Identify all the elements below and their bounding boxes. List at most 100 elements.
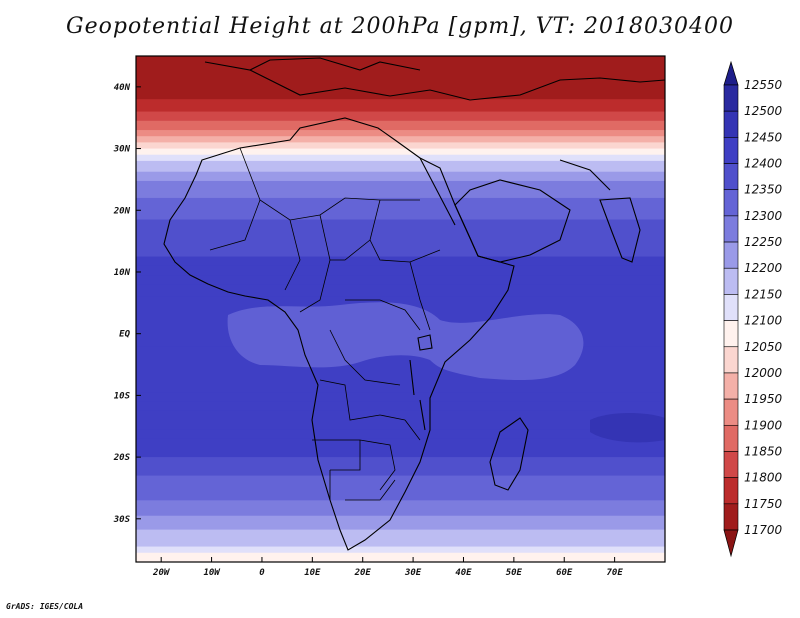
height-band bbox=[136, 447, 665, 458]
height-band bbox=[136, 506, 665, 512]
lon-tick-label: 10E bbox=[304, 568, 321, 578]
height-band bbox=[136, 247, 665, 258]
longitude-ticks: 20W 10W 0 10E 20E 30E 40E 50E 60E 70E bbox=[152, 557, 623, 578]
height-band bbox=[136, 176, 665, 182]
lon-tick-label: 60E bbox=[556, 568, 573, 578]
height-band bbox=[136, 557, 665, 560]
height-band bbox=[136, 538, 665, 545]
height-band bbox=[136, 191, 665, 199]
height-band bbox=[136, 99, 665, 106]
height-band bbox=[136, 105, 665, 113]
height-band bbox=[136, 63, 665, 73]
lake-tanganyika bbox=[409, 359, 415, 396]
lon-tick-label: 70E bbox=[606, 568, 623, 578]
height-band bbox=[136, 481, 665, 489]
colorbar-segment bbox=[723, 294, 739, 321]
colorbar-label: 11700 bbox=[744, 523, 783, 537]
height-band bbox=[136, 410, 665, 421]
height-band bbox=[136, 420, 665, 430]
height-band bbox=[136, 370, 665, 384]
colorbar-segment bbox=[723, 110, 739, 138]
lon-tick-label: 20E bbox=[354, 568, 372, 578]
height-band bbox=[136, 534, 665, 540]
height-band bbox=[136, 71, 665, 80]
height-band bbox=[136, 111, 665, 117]
colorbar-label: 12450 bbox=[744, 130, 783, 144]
africa-elevated-region bbox=[227, 302, 584, 381]
height-band bbox=[136, 265, 665, 276]
colorbar-label: 12150 bbox=[744, 287, 783, 301]
colorbar-segment bbox=[723, 215, 739, 243]
chart-title: Geopotential Height at 200hPa [gpm], VT:… bbox=[66, 14, 734, 39]
height-band bbox=[136, 136, 665, 140]
height-band bbox=[136, 130, 665, 134]
height-band bbox=[136, 116, 665, 122]
colorbar-label: 12000 bbox=[744, 366, 783, 380]
colorbar-segment bbox=[723, 398, 739, 426]
height-band bbox=[136, 228, 665, 239]
colorbar-label: 12050 bbox=[744, 340, 783, 354]
lon-tick-label: 20W bbox=[152, 568, 171, 578]
lon-tick-label: 30E bbox=[404, 568, 422, 578]
height-band bbox=[136, 392, 665, 403]
colorbar-label: 12550 bbox=[744, 78, 783, 92]
height-band bbox=[136, 543, 665, 548]
lat-tick-label: 30N bbox=[113, 145, 131, 155]
colorbar: 12550 12500 12450 12400 12350 12300 12250 12200… bbox=[723, 60, 783, 558]
colorbar-label: 12400 bbox=[744, 157, 783, 171]
height-band bbox=[136, 148, 665, 153]
height-band bbox=[136, 157, 665, 162]
height-band bbox=[136, 210, 665, 221]
height-band bbox=[136, 494, 665, 501]
height-band bbox=[136, 171, 665, 177]
colorbar-segment bbox=[723, 267, 739, 295]
colorbar-label: 12500 bbox=[744, 104, 783, 118]
colorbar-segment bbox=[723, 189, 739, 217]
lake-victoria bbox=[417, 334, 433, 351]
colorbar-segment bbox=[723, 424, 739, 452]
arabia-coastline bbox=[454, 179, 571, 263]
lake-malawi bbox=[419, 399, 426, 431]
lon-tick-label: 50E bbox=[506, 568, 523, 578]
mediterranean-coast-north bbox=[249, 69, 665, 101]
colorbar-bottom-arrow bbox=[723, 529, 739, 558]
height-band bbox=[136, 180, 665, 187]
colorbar-segment bbox=[723, 451, 739, 478]
lat-tick-label: 20S bbox=[113, 453, 131, 463]
europe-outline bbox=[204, 57, 421, 71]
height-band bbox=[136, 552, 665, 557]
height-band bbox=[136, 558, 665, 562]
lat-tick-label: 10S bbox=[114, 391, 131, 401]
height-band bbox=[136, 511, 665, 517]
height-band bbox=[136, 145, 665, 150]
height-band bbox=[136, 555, 665, 558]
height-band bbox=[136, 79, 665, 88]
lon-tick-label: 10W bbox=[203, 568, 221, 578]
height-band bbox=[136, 524, 665, 531]
height-band bbox=[136, 197, 665, 205]
height-band bbox=[136, 560, 665, 562]
india-outline bbox=[599, 197, 641, 263]
colorbar-label: 11900 bbox=[744, 418, 783, 432]
height-band bbox=[136, 515, 665, 521]
height-anomalies bbox=[227, 302, 665, 443]
colorbar-label: 12350 bbox=[744, 183, 783, 197]
height-band bbox=[136, 529, 665, 535]
height-band bbox=[136, 219, 665, 230]
latitude-ticks: 40N 30N 20N 10N EQ 10S 20S 30S bbox=[113, 83, 141, 525]
lat-tick-label: EQ bbox=[119, 330, 130, 340]
colorbar-segment bbox=[723, 503, 739, 531]
height-band bbox=[136, 469, 665, 477]
madagascar-coastline bbox=[489, 417, 529, 491]
height-band bbox=[136, 383, 665, 393]
height-band bbox=[136, 154, 665, 159]
colorbar-segment bbox=[723, 163, 739, 191]
colorbar-segment bbox=[723, 84, 739, 112]
colorbar-segment bbox=[723, 137, 739, 164]
colorbar-segment bbox=[723, 477, 739, 505]
colorbar-label: 11800 bbox=[744, 471, 783, 485]
colorbar-top-arrow bbox=[723, 60, 739, 86]
height-band bbox=[136, 275, 665, 285]
height-band bbox=[136, 546, 665, 551]
